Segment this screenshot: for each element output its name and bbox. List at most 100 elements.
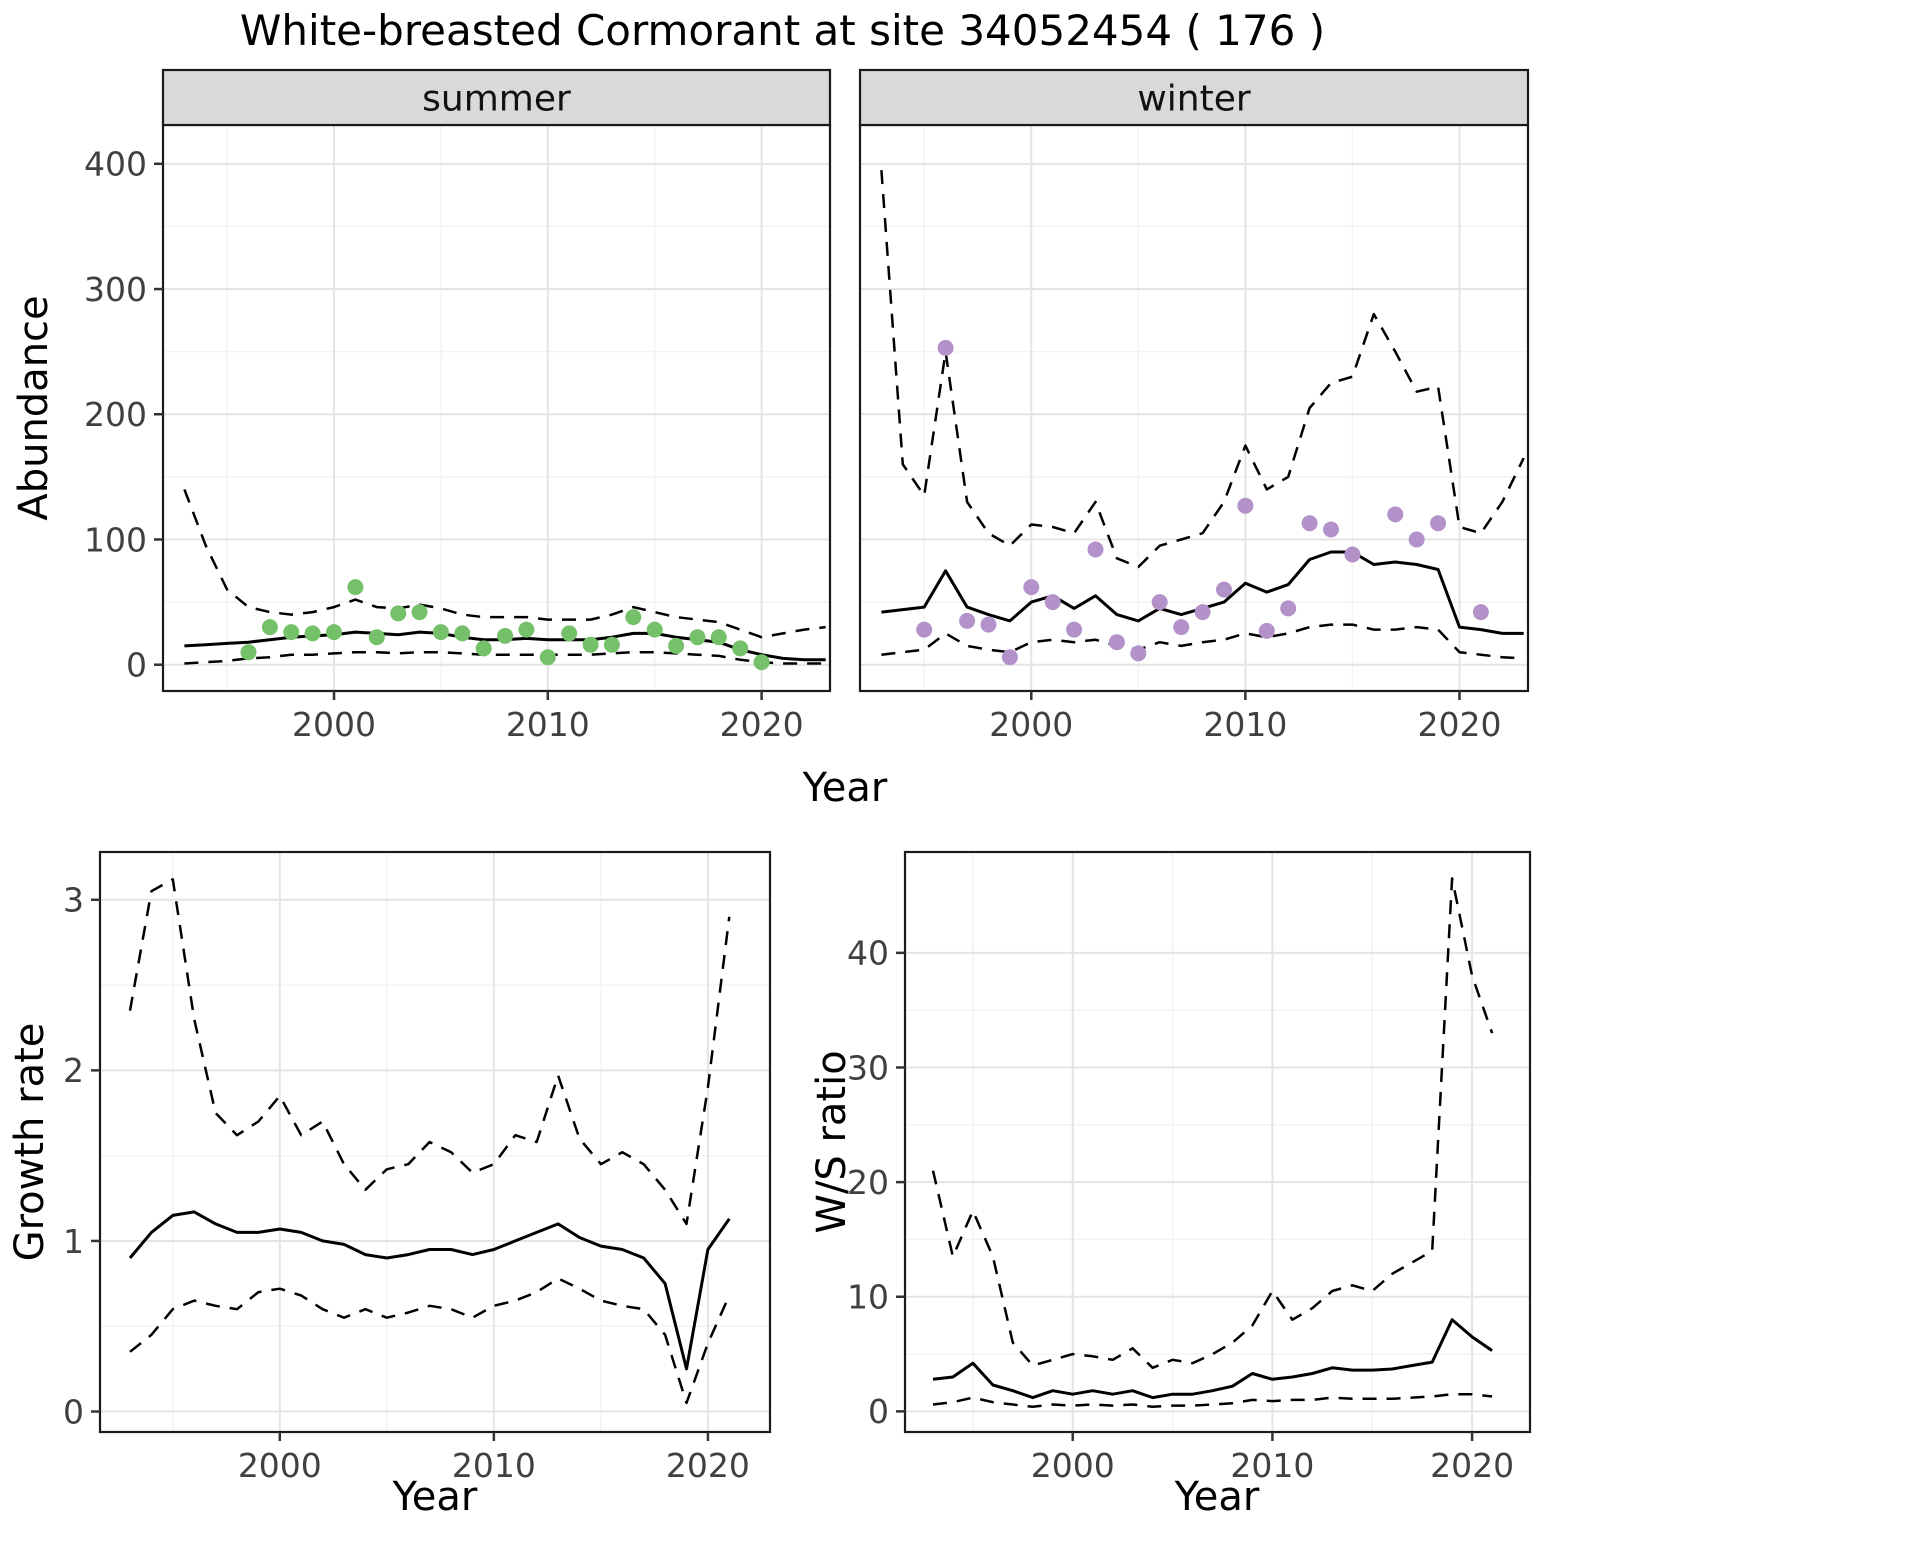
- y-tick-label: 20: [847, 1163, 889, 1202]
- x-tick-label: 2020: [1430, 1446, 1514, 1485]
- facet-strip: [858, 68, 1530, 127]
- summer-abundance-lower_ci-line: [184, 650, 826, 665]
- y-tick-label: 0: [63, 1392, 84, 1431]
- y-tick-label: 2: [63, 1051, 84, 1090]
- x-tick-label: 2010: [506, 705, 590, 744]
- data-point: [497, 627, 514, 644]
- data-point: [283, 624, 300, 641]
- winter-abundance-upper_ci-line: [880, 170, 1525, 569]
- ws-year-axis-label: Year: [1174, 1474, 1260, 1520]
- y-tick-label: 400: [84, 145, 147, 184]
- growth-rate-axis-label: Growth rate: [7, 1022, 53, 1262]
- data-point: [1001, 649, 1018, 666]
- data-point: [582, 636, 599, 653]
- ws-ratio-upper_ci-line: [931, 877, 1494, 1370]
- data-point: [710, 629, 727, 646]
- data-point: [1023, 579, 1040, 596]
- panel-winter-abundance: winter 2000 2010 2020: [858, 68, 1530, 744]
- panel-background: [163, 125, 830, 691]
- x-tick-label: 2020: [1417, 705, 1501, 744]
- data-point: [432, 624, 449, 641]
- x-tick-label: 2020: [666, 1446, 750, 1485]
- data-point: [1173, 619, 1190, 636]
- data-point: [1408, 531, 1425, 548]
- x-tick-label: 2010: [452, 1446, 536, 1485]
- data-point: [732, 640, 749, 657]
- growth-rate-fit-line: [128, 1210, 731, 1371]
- summer-abundance-observed-points: [240, 579, 770, 671]
- panel-background: [905, 852, 1530, 1432]
- data-point: [753, 654, 770, 671]
- data-point: [261, 619, 278, 636]
- data-point: [240, 644, 257, 661]
- data-point: [1108, 634, 1125, 651]
- y-tick-label: 10: [847, 1278, 889, 1317]
- ws-ratio-axis-label: W/S ratio: [809, 1050, 855, 1234]
- y-tick-label: 300: [84, 270, 147, 309]
- data-point: [646, 621, 663, 638]
- data-point: [1130, 645, 1147, 662]
- data-point: [454, 625, 471, 642]
- abundance-axis-label: Abundance: [11, 295, 57, 521]
- panel-growth-rate: 2000 2010 2020 0 1 2 3: [63, 850, 772, 1485]
- ws-ratio-fit-line: [932, 1318, 1493, 1400]
- x-tick-label: 2000: [238, 1446, 322, 1485]
- y-tick-label: 0: [868, 1392, 889, 1431]
- facet-strip: [161, 68, 832, 127]
- data-point: [539, 649, 556, 666]
- data-point: [304, 625, 321, 642]
- panel-summer-abundance: summer 2000 2010 2020 0 100 200 300 400: [84, 68, 832, 744]
- winter-abundance-observed-points: [916, 339, 1489, 666]
- data-point: [1323, 521, 1339, 538]
- data-point: [518, 621, 535, 638]
- panel-border: [98, 850, 772, 1434]
- data-point: [411, 604, 428, 621]
- data-point: [368, 629, 385, 646]
- x-tick-label: 2010: [1203, 705, 1287, 744]
- y-tick-label: 100: [84, 520, 147, 559]
- x-tick-label: 2010: [1230, 1446, 1314, 1485]
- summer-abundance-upper_ci-line: [183, 488, 826, 639]
- data-point: [1430, 515, 1447, 532]
- data-point: [1472, 604, 1489, 621]
- facet-strip-label: winter: [1137, 78, 1251, 119]
- data-point: [1087, 541, 1104, 558]
- plot-title: White-breasted Cormorant at site 3405245…: [239, 6, 1326, 55]
- data-point: [1301, 515, 1318, 532]
- data-point: [1237, 497, 1254, 514]
- panel-background: [100, 852, 770, 1432]
- data-point: [937, 339, 954, 356]
- x-tick-label: 2000: [292, 705, 376, 744]
- data-point: [1044, 594, 1061, 611]
- growth-rate-upper_ci-line: [128, 878, 731, 1226]
- ws-ratio-lower_ci-line: [932, 1392, 1493, 1409]
- data-point: [561, 625, 578, 642]
- data-point: [475, 640, 492, 657]
- growth-year-axis-label: Year: [392, 1474, 478, 1520]
- x-tick-label: 2020: [720, 705, 804, 744]
- y-tick-label: 200: [84, 395, 147, 434]
- panel-ws-ratio: 2000 2010 2020 0 10 20 30 40: [847, 850, 1532, 1485]
- data-point: [603, 636, 620, 653]
- data-point: [1151, 594, 1168, 611]
- data-point: [326, 624, 342, 641]
- y-tick-label: 30: [847, 1048, 889, 1087]
- data-point: [959, 612, 976, 629]
- data-point: [390, 605, 407, 622]
- panel-border: [903, 850, 1532, 1434]
- y-tick-label: 0: [126, 646, 147, 685]
- data-point: [668, 637, 685, 654]
- data-point: [916, 621, 933, 638]
- data-point: [1387, 506, 1404, 523]
- data-point: [1344, 546, 1361, 563]
- data-point: [1280, 600, 1297, 617]
- data-point: [1216, 581, 1232, 598]
- x-tick-label: 2000: [989, 705, 1073, 744]
- top-year-axis-label: Year: [802, 765, 888, 811]
- y-tick-label: 3: [63, 881, 84, 920]
- data-point: [1066, 621, 1083, 638]
- data-point: [980, 616, 997, 633]
- facet-strip-label: summer: [422, 78, 571, 119]
